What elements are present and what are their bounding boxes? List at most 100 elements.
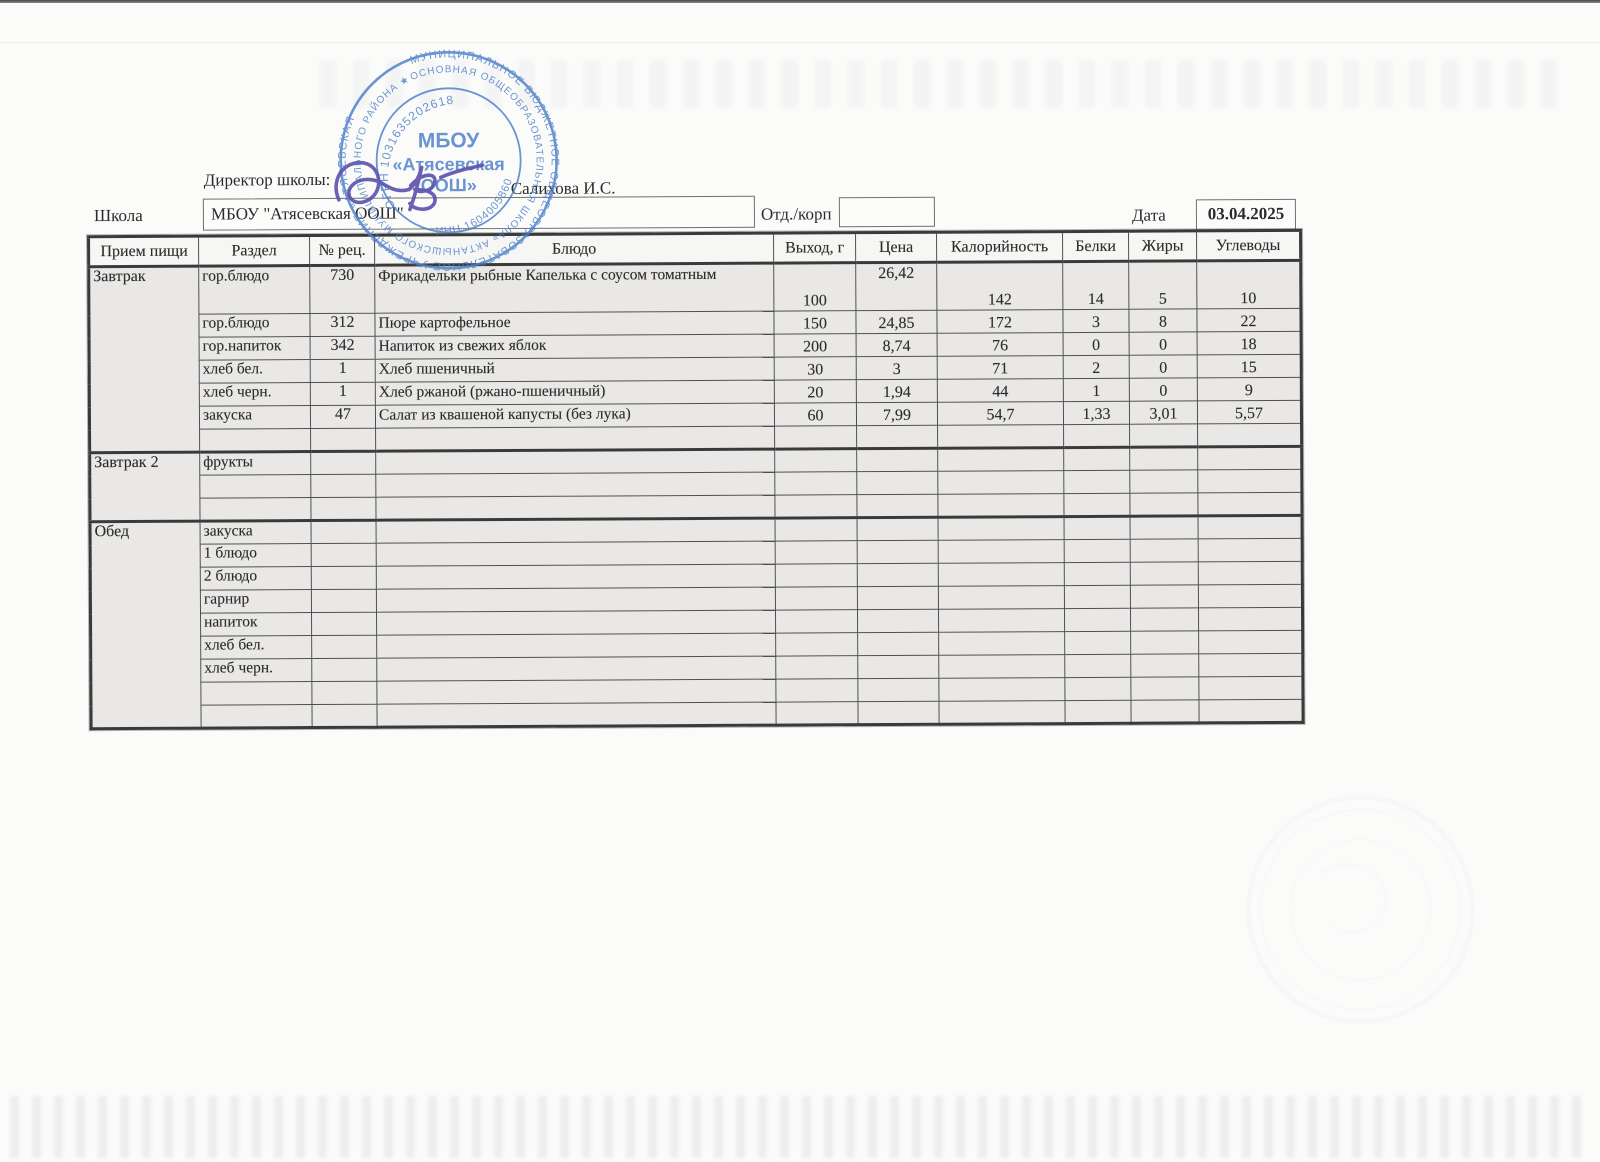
school-stamp-icon: МУНИЦИПАЛЬНОЕ БЮДЖЕТНОЕ ОБЩЕОБРАЗОВАТЕЛЬ… <box>331 43 566 278</box>
dept-label: Отд./корп <box>760 204 832 224</box>
output-grams-cell <box>775 540 858 565</box>
director-signature-icon <box>334 160 485 212</box>
calories-cell <box>937 493 1065 518</box>
col-header-out: Выход, г <box>773 232 856 264</box>
meal-cell: Завтрак 2 <box>89 452 201 522</box>
carbs-cell <box>1197 446 1302 470</box>
dish-cell <box>375 472 775 498</box>
calories-cell: 142 <box>936 261 1063 311</box>
calories-cell <box>937 470 1064 495</box>
recipe-number-cell <box>311 635 377 659</box>
carbs-cell: 22 <box>1196 308 1302 332</box>
razdel-cell: гарнир <box>200 589 312 614</box>
razdel-cell <box>200 704 313 729</box>
col-header-cal: Калорийность <box>936 231 1063 263</box>
dish-cell: Хлеб пшеничный <box>375 357 775 383</box>
dish-cell <box>376 679 776 705</box>
dish-cell: Хлеб ржаной (ржано-пшеничный) <box>375 380 775 406</box>
fat-cell <box>1129 492 1199 517</box>
price-cell: 1,94 <box>856 379 938 403</box>
calories-cell <box>938 562 1065 587</box>
output-grams-cell: 60 <box>774 402 857 427</box>
dept-field <box>838 196 935 228</box>
output-grams-cell <box>774 425 857 450</box>
school-label: Школа <box>93 205 143 226</box>
calories-cell <box>938 608 1065 633</box>
calories-cell <box>938 677 1065 702</box>
dish-cell <box>376 610 776 636</box>
carbs-cell: 5,57 <box>1197 400 1302 424</box>
recipe-number-cell: 312 <box>309 313 376 337</box>
fat-cell <box>1130 607 1199 632</box>
output-grams-cell: 200 <box>774 333 857 358</box>
dish-cell: Пюре картофельное <box>374 311 775 337</box>
col-header-carb: Углеводы <box>1196 230 1301 261</box>
menu-table: Прием пищи Раздел № рец. Блюдо Выход, г … <box>87 228 1305 731</box>
carbs-cell <box>1197 469 1302 493</box>
recipe-number-cell <box>311 566 377 590</box>
protein-cell <box>1064 585 1131 609</box>
output-grams-cell <box>775 586 858 611</box>
date-field: 03.04.2025 <box>1195 198 1297 231</box>
fat-cell <box>1129 446 1198 471</box>
col-header-meal: Прием пищи <box>88 236 199 267</box>
calories-cell <box>938 539 1065 564</box>
fat-cell: 3,01 <box>1129 400 1198 425</box>
razdel-cell: закуска <box>199 405 311 430</box>
protein-cell <box>1063 447 1130 471</box>
col-header-fat: Жиры <box>1128 230 1197 262</box>
razdel-cell: 1 блюдо <box>200 543 312 568</box>
recipe-number-cell <box>310 497 377 521</box>
carbs-cell <box>1198 607 1303 631</box>
output-grams-cell: 30 <box>774 356 857 381</box>
recipe-number-cell: 47 <box>310 405 376 429</box>
razdel-cell <box>199 497 312 522</box>
recipe-number-cell <box>311 704 378 728</box>
calories-cell <box>937 447 1064 472</box>
protein-cell: 14 <box>1062 261 1129 310</box>
calories-cell: 71 <box>937 355 1064 380</box>
calories-cell: 172 <box>936 309 1064 334</box>
fat-cell <box>1130 561 1199 586</box>
fat-cell <box>1130 676 1199 701</box>
col-header-razdel: Раздел <box>198 235 310 267</box>
fat-cell <box>1130 653 1199 678</box>
calories-cell: 54,7 <box>937 401 1064 426</box>
fat-cell: 0 <box>1129 331 1198 356</box>
protein-cell <box>1063 493 1131 517</box>
protein-cell <box>1064 516 1131 540</box>
calories-cell: 44 <box>937 378 1064 403</box>
recipe-number-cell: 342 <box>310 336 376 360</box>
output-grams-cell <box>774 471 857 496</box>
director-label: Директор школы: <box>203 169 331 190</box>
recipe-number-cell <box>310 451 376 475</box>
carbs-cell <box>1198 676 1303 700</box>
fat-cell <box>1130 699 1200 724</box>
price-cell <box>856 448 938 472</box>
protein-cell: 3 <box>1062 309 1130 333</box>
price-cell <box>856 471 938 495</box>
output-grams-cell: 100 <box>773 262 856 312</box>
paper-edge-line <box>0 42 1600 43</box>
dish-cell: Салат из квашеной капусты (без лука) <box>375 403 775 429</box>
meal-cell: Завтрак <box>88 266 200 453</box>
dish-cell: Напиток из свежих яблок <box>375 334 775 360</box>
dish-cell <box>376 564 776 590</box>
razdel-cell: хлеб черн. <box>200 658 312 683</box>
razdel-cell: фрукты <box>199 451 311 476</box>
razdel-cell: гор.блюдо <box>198 265 310 315</box>
carbs-cell <box>1198 561 1303 585</box>
dish-cell <box>376 587 776 613</box>
protein-cell: 2 <box>1063 355 1130 379</box>
protein-cell <box>1063 470 1130 494</box>
dish-cell <box>375 426 775 452</box>
fat-cell <box>1129 469 1198 494</box>
output-grams-cell <box>775 678 858 703</box>
recipe-number-cell <box>311 658 377 682</box>
recipe-number-cell: 1 <box>310 359 376 383</box>
output-grams-cell <box>775 701 859 726</box>
price-cell: 26,42 <box>855 262 937 311</box>
protein-cell <box>1064 562 1131 586</box>
fat-cell: 5 <box>1128 260 1197 310</box>
